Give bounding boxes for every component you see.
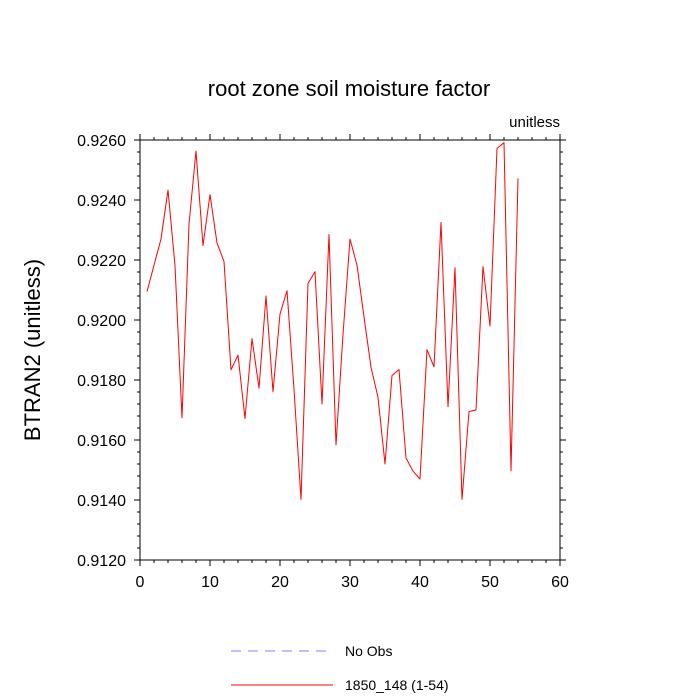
y-tick-label: 0.9140: [77, 493, 126, 510]
x-tick-label: 0: [136, 574, 145, 591]
chart-title: root zone soil moisture factor: [208, 76, 490, 101]
legend: No Obs 1850_148 (1-54): [231, 643, 449, 693]
y-tick-label: 0.9220: [77, 253, 126, 270]
x-tick-label: 60: [551, 574, 569, 591]
x-tick-label: 30: [341, 574, 359, 591]
axis-ticks: [134, 134, 566, 566]
x-tick-label: 40: [411, 574, 429, 591]
units-label: unitless: [509, 114, 560, 131]
legend-label: No Obs: [345, 643, 392, 659]
y-axis-label: BTRAN2 (unitless): [20, 259, 45, 441]
x-tick-label: 20: [271, 574, 289, 591]
axis-tick-labels: 0 10 20 30 40 50 60 0.9120 0.9140 0.9160 0.9180 0.9…: [77, 133, 569, 591]
y-tick-label: 0.9200: [77, 313, 126, 330]
series-layer: [146, 142, 519, 500]
x-tick-label: 50: [481, 574, 499, 591]
y-tick-label: 0.9180: [77, 373, 126, 390]
legend-label: 1850_148 (1-54): [345, 677, 449, 693]
y-tick-label: 0.9260: [77, 133, 126, 150]
series-line: [146, 142, 519, 500]
plot-frame: [139, 139, 561, 561]
y-tick-label: 0.9120: [77, 553, 126, 570]
y-tick-label: 0.9240: [77, 193, 126, 210]
y-tick-label: 0.9160: [77, 433, 126, 450]
x-tick-label: 10: [201, 574, 219, 591]
